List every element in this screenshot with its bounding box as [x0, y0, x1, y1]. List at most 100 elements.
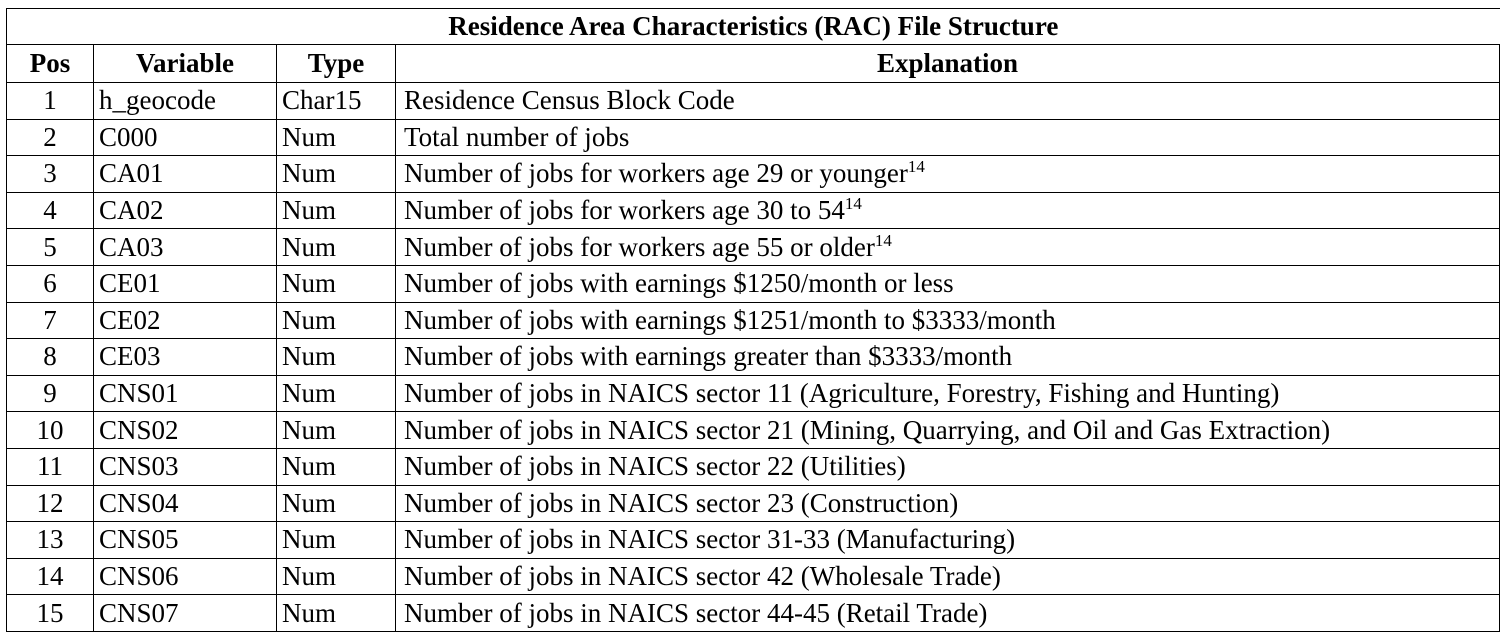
cell-explanation: Total number of jobs — [394, 118, 1501, 157]
explanation-text: Total number of jobs — [404, 121, 630, 152]
explanation-text: Number of jobs in NAICS sector 42 (Whole… — [404, 561, 1001, 592]
cell-pos: 13 — [6, 521, 94, 559]
explanation-text: Number of jobs with earnings $1251/month… — [404, 304, 1056, 335]
cell-pos: 10 — [6, 411, 94, 449]
cell-pos: 6 — [6, 264, 94, 303]
cell-type: Num — [276, 594, 396, 632]
cell-variable: CA01 — [93, 155, 277, 193]
header-explanation: Explanation — [394, 44, 1501, 83]
cell-pos: 7 — [6, 301, 94, 340]
cell-variable: h_geocode — [93, 82, 277, 120]
cell-variable: CA02 — [93, 191, 277, 230]
table-body: 1 h_geocode Char15 Residence Census Block C… — [6, 82, 1501, 632]
cell-variable: CNS05 — [93, 521, 277, 559]
cell-type: Num — [276, 191, 396, 230]
cell-explanation: Number of jobs in NAICS sector 31-33 (Ma… — [394, 521, 1501, 559]
cell-type: Num — [276, 228, 396, 266]
table-row: 6 CE01 Num Number of jobs with earnings $12… — [6, 264, 1501, 303]
explanation-text: Number of jobs with earnings $1250/month… — [404, 268, 954, 299]
table-row: 9 CNS01 Num Number of jobs in NAICS sector … — [6, 374, 1501, 413]
cell-explanation: Number of jobs for workers age 29 or you… — [394, 155, 1501, 193]
table-row: 13 CNS05 Num Number of jobs in NAICS sector… — [6, 521, 1501, 559]
explanation-text: Number of jobs for workers age 55 or old… — [404, 231, 875, 262]
explanation-text: Number of jobs for workers age 30 to 54 — [404, 195, 845, 226]
cell-explanation: Number of jobs with earnings greater tha… — [394, 338, 1501, 376]
header-type: Type — [276, 44, 396, 83]
cell-explanation: Number of jobs for workers age 55 or old… — [394, 228, 1501, 266]
table-title: Residence Area Characteristics (RAC) Fil… — [5, 8, 1500, 45]
cell-variable: CNS02 — [93, 411, 277, 449]
cell-type: Num — [276, 118, 396, 157]
cell-explanation: Number of jobs in NAICS sector 22 (Utili… — [394, 447, 1501, 486]
explanation-text: Number of jobs with earnings greater tha… — [404, 341, 1013, 372]
cell-pos: 3 — [6, 155, 94, 193]
cell-pos: 12 — [6, 484, 94, 523]
cell-type: Num — [276, 338, 396, 376]
explanation-text: Number of jobs in NAICS sector 22 (Utili… — [404, 451, 906, 482]
cell-explanation: Number of jobs in NAICS sector 42 (Whole… — [394, 557, 1501, 596]
header-pos: Pos — [6, 44, 94, 83]
table-row: 14 CNS06 Num Number of jobs in NAICS sector… — [6, 557, 1501, 596]
cell-type: Num — [276, 447, 396, 486]
cell-type: Num — [276, 484, 396, 523]
footnote-marker: 14 — [874, 230, 892, 250]
table-row: 3 CA01 Num Number of jobs for workers age 2… — [6, 155, 1501, 193]
cell-type: Num — [276, 301, 396, 340]
cell-pos: 8 — [6, 338, 94, 376]
cell-type: Num — [276, 411, 396, 449]
cell-variable: CNS07 — [93, 594, 277, 632]
explanation-text: Number of jobs in NAICS sector 11 (Agric… — [404, 378, 1280, 409]
cell-type: Num — [276, 155, 396, 193]
table-header-row: Pos Variable Type Explanation — [6, 44, 1501, 83]
cell-pos: 2 — [6, 118, 94, 157]
cell-variable: CE01 — [93, 264, 277, 303]
cell-explanation: Number of jobs with earnings $1250/month… — [394, 264, 1501, 303]
table-row: 4 CA02 Num Number of jobs for workers age 3… — [6, 191, 1501, 230]
cell-variable: CNS01 — [93, 374, 277, 413]
table-title-row: Residence Area Characteristics (RAC) Fil… — [5, 8, 1500, 45]
rac-file-structure-table: Residence Area Characteristics (RAC) Fil… — [5, 8, 1501, 632]
table-row: 11 CNS03 Num Number of jobs in NAICS sector… — [6, 447, 1501, 486]
table-row: 7 CE02 Num Number of jobs with earnings $12… — [6, 301, 1501, 340]
footnote-marker: 14 — [844, 194, 862, 214]
cell-variable: CE02 — [93, 301, 277, 340]
cell-type: Num — [276, 374, 396, 413]
cell-pos: 5 — [6, 228, 94, 266]
cell-variable: C000 — [93, 118, 277, 157]
table-row: 12 CNS04 Num Number of jobs in NAICS sector… — [6, 484, 1501, 523]
cell-pos: 1 — [6, 82, 94, 120]
cell-pos: 9 — [6, 374, 94, 413]
cell-explanation: Number of jobs for workers age 30 to 541… — [394, 191, 1501, 230]
cell-type: Num — [276, 264, 396, 303]
cell-explanation: Number of jobs with earnings $1251/month… — [394, 301, 1501, 340]
cell-pos: 14 — [6, 557, 94, 596]
cell-type: Num — [276, 521, 396, 559]
cell-variable: CNS04 — [93, 484, 277, 523]
cell-explanation: Number of jobs in NAICS sector 11 (Agric… — [394, 374, 1501, 413]
header-variable: Variable — [93, 44, 277, 83]
explanation-text: Number of jobs in NAICS sector 44-45 (Re… — [404, 597, 988, 628]
table-row: 8 CE03 Num Number of jobs with earnings gre… — [6, 338, 1501, 376]
table-row: 2 C000 Num Total number of jobs — [6, 118, 1501, 157]
explanation-text: Number of jobs in NAICS sector 21 (Minin… — [404, 414, 1331, 445]
cell-explanation: Number of jobs in NAICS sector 44-45 (Re… — [394, 594, 1501, 632]
cell-explanation: Number of jobs in NAICS sector 21 (Minin… — [394, 411, 1501, 449]
explanation-text: Number of jobs for workers age 29 or you… — [404, 158, 908, 189]
cell-type: Num — [276, 557, 396, 596]
explanation-text: Residence Census Block Code — [404, 85, 735, 116]
cell-type: Char15 — [276, 82, 396, 120]
cell-variable: CA03 — [93, 228, 277, 266]
table-row: 5 CA03 Num Number of jobs for workers age 5… — [6, 228, 1501, 266]
cell-pos: 15 — [6, 594, 94, 632]
table-row: 15 CNS07 Num Number of jobs in NAICS sector… — [6, 594, 1501, 632]
explanation-text: Number of jobs in NAICS sector 31-33 (Ma… — [404, 524, 1016, 555]
cell-pos: 11 — [6, 447, 94, 486]
table-row: 1 h_geocode Char15 Residence Census Block C… — [6, 82, 1501, 120]
cell-explanation: Residence Census Block Code — [394, 82, 1501, 120]
cell-variable: CNS06 — [93, 557, 277, 596]
table-row: 10 CNS02 Num Number of jobs in NAICS sector… — [6, 411, 1501, 449]
cell-explanation: Number of jobs in NAICS sector 23 (Const… — [394, 484, 1501, 523]
explanation-text: Number of jobs in NAICS sector 23 (Const… — [404, 487, 959, 518]
cell-variable: CNS03 — [93, 447, 277, 486]
footnote-marker: 14 — [907, 157, 925, 177]
